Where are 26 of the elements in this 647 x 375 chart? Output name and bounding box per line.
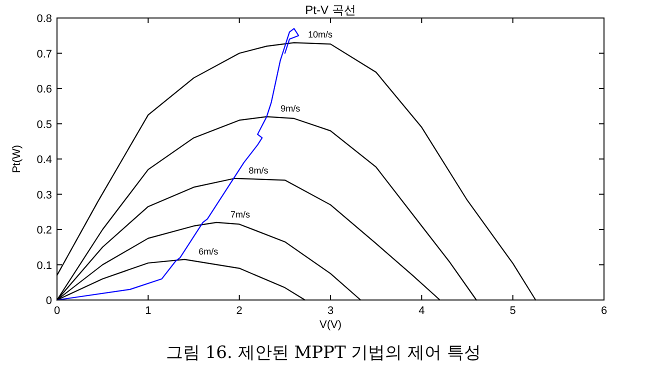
chart-title: Pt-V 곡선 <box>305 3 356 17</box>
y-tick-label: 0 <box>46 295 52 307</box>
series-label: 6m/s <box>198 246 219 256</box>
series-label: 9m/s <box>280 104 301 114</box>
x-tick-label: 3 <box>327 305 334 317</box>
series-label: 8m/s <box>248 165 269 176</box>
x-tick-label: 0 <box>54 305 60 317</box>
y-tick-label: 0.3 <box>36 189 52 202</box>
x-tick-label: 2 <box>236 305 242 317</box>
y-tick-label: 0.7 <box>36 48 52 60</box>
series-label: 7m/s <box>230 209 251 220</box>
line-series <box>56 28 300 301</box>
x-tick-label: 4 <box>418 305 425 317</box>
y-axis-title: Pt(W) <box>11 144 23 174</box>
y-tick-label: 0.1 <box>36 260 52 272</box>
y-tick-label: 0.8 <box>36 13 52 25</box>
y-tick-label: 0.4 <box>36 154 52 166</box>
y-tick-label: 0.5 <box>36 118 52 131</box>
x-tick-label: 6 <box>600 305 608 317</box>
x-tick-label: 1 <box>145 305 152 317</box>
x-tick-label: 5 <box>510 305 516 317</box>
x-axis-title: V(V) <box>320 319 342 331</box>
caption: 그림 16. 제안된 MPPT 기법의 제어 특성 <box>166 343 482 363</box>
legend-label: 10m/s <box>308 30 334 40</box>
y-tick-label: 0.6 <box>36 84 52 96</box>
y-tick-label: 0.2 <box>36 224 52 236</box>
